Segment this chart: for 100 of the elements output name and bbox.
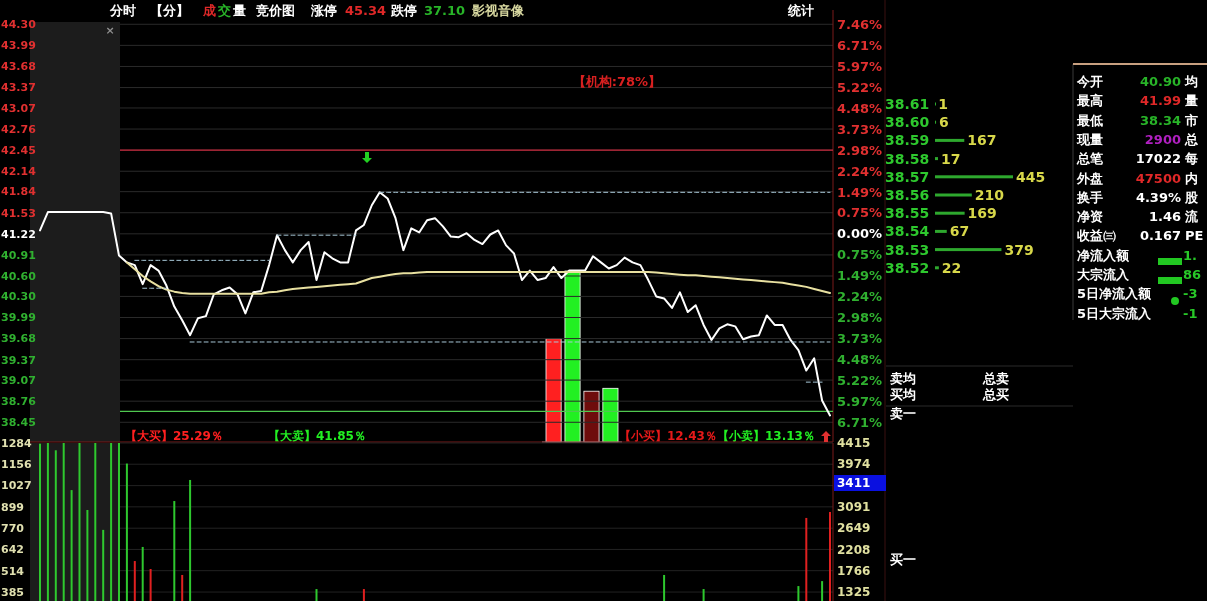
text: 卖一 [890,406,916,421]
y-tick-label: 41.53 [1,206,36,220]
y2-tick-label: 5.22% [837,79,883,95]
bar [935,248,1002,252]
text: 4.39% [1135,189,1181,205]
y-tick-label: 38.53 [885,241,930,258]
annotation: 成 [202,3,216,18]
y2-tick-label: 1.49% [837,268,883,284]
y-tick-label: 38.59 [885,132,930,149]
y2-tick-label: 4415 [837,436,871,451]
annotation: × [105,24,115,37]
y2-tick-label: 5.97% [837,393,883,409]
text: 47500 [1135,170,1181,186]
bar [935,157,938,161]
annotation: 【小卖】13.13％ [717,429,815,443]
y2-tick-label: 4.48% [837,100,883,116]
y2-tick-label: 5.22% [837,372,883,388]
text: 38.34 [1139,112,1181,128]
data-label: 6 [939,114,949,131]
y-tick-label: 1156 [1,458,32,472]
y2-tick-label: 2.98% [837,142,883,158]
y-tick-label: 39.37 [1,353,36,367]
text: 外盘 [1076,170,1103,186]
y-tick-label: 642 [1,543,24,557]
y-tick-label: 42.45 [1,143,36,157]
y-tick-label: 39.07 [1,373,36,387]
text: 1. [1183,247,1197,263]
annotation: 【机构:78%】 [572,74,662,89]
text: 股 [1184,189,1199,205]
text: 均 [1184,74,1198,89]
y2-tick-label: 3091 [837,500,871,515]
data-label: 17 [940,150,961,167]
text: 内 [1185,170,1198,186]
data-label: 22 [941,259,962,276]
text: 总笔 [1076,151,1104,167]
y-tick-label: 38.52 [885,259,930,276]
text: 现量 [1076,131,1103,147]
y2-tick-label: 0.75% [837,247,883,263]
text: 41.99 [1139,93,1181,109]
y-tick-label: 38.58 [885,150,930,167]
y2-tick-label: 2208 [837,542,871,557]
y2-tick-label: 1325 [837,585,871,600]
text: 总卖 [982,371,1009,386]
y-tick-label: 38.61 [885,95,930,112]
text: 市 [1184,112,1198,128]
text: 卖均 [890,371,916,386]
text: -1 [1183,305,1198,321]
text: 量 [1184,93,1198,109]
text: 买均 [890,387,916,402]
data-label: 379 [1004,241,1034,258]
y-tick-label: 1027 [1,479,32,493]
y2-tick-label: 2.98% [837,310,883,325]
y2-tick-label: 3.73% [837,121,883,137]
bar [935,266,939,270]
y-tick-label: 39.68 [1,332,36,346]
y2-tick-label: 6.71% [837,38,883,54]
y-tick-label: 38.57 [885,168,930,185]
text: PE [1185,228,1204,244]
bar [935,193,972,197]
y2-tick-label: 3974 [837,457,871,472]
y-tick-label: 40.30 [1,290,37,304]
y-tick-label: 385 [1,585,24,599]
y-tick-label: 44.30 [1,18,37,32]
y-tick-label: 899 [1,500,24,514]
annotation: 量 [232,3,246,18]
data-label: 445 [1016,168,1046,185]
y-tick-label: 43.68 [1,60,36,74]
data-label: 1 [938,95,948,112]
y-tick-label: 770 [1,522,25,536]
bar [545,338,562,443]
bar [935,229,947,233]
bar [935,175,1013,179]
text: 净资 [1077,209,1103,225]
annotation: 涨停 [310,3,337,18]
y2-tick-label: 3.73% [837,331,883,347]
bar [935,211,965,215]
y-tick-label: 41.84 [1,185,37,199]
y-tick-label: 41.22 [1,227,36,241]
bar [583,390,600,443]
y2-tick-label: 7.46% [837,17,883,33]
data-label: 169 [967,205,997,222]
y2-tick-label: 4.48% [837,352,883,368]
data-label: 210 [974,186,1005,203]
y-tick-label: 42.14 [1,165,37,179]
text: -3 [1183,286,1198,302]
text: 今开 [1076,74,1103,89]
text: 0.167 [1139,228,1181,244]
y2-tick-label: 1766 [837,563,871,578]
annotation: 【小买】12.43％ [619,429,717,443]
annotation: 影视音像 [471,3,525,18]
text: 净流入额 [1077,247,1130,263]
y-tick-label: 43.99 [1,39,36,53]
bar [935,138,965,142]
data-label: 167 [967,132,997,149]
y2-tick-label: 1.49% [837,184,883,200]
text: 大宗流入 [1077,267,1130,282]
y2-tick-label: 2.24% [837,163,883,179]
y-tick-label: 38.56 [885,186,930,203]
annotation: 跌停 [390,3,417,18]
y-tick-label: 40.60 [1,269,37,283]
